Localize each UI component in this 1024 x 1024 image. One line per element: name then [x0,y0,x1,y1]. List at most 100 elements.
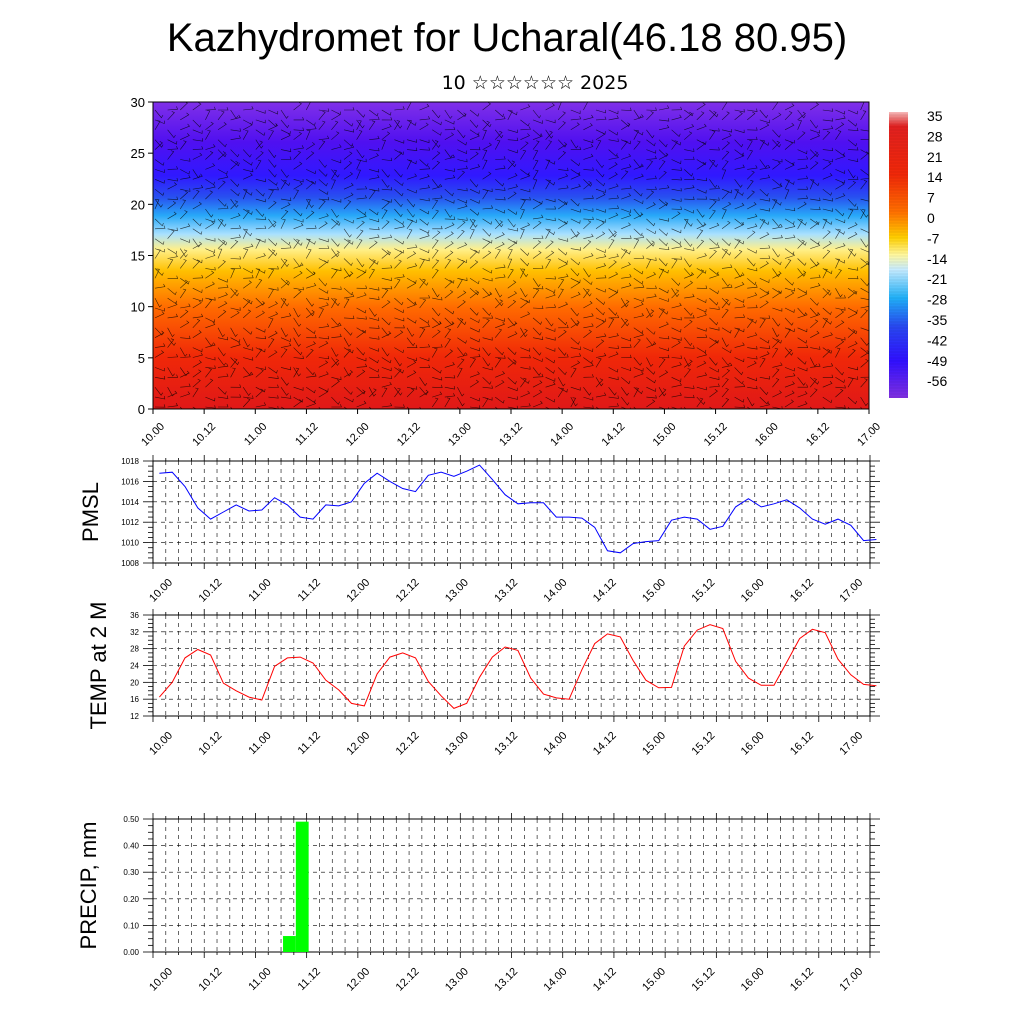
wind-barb [293,399,303,408]
wind-barb [343,200,352,210]
wind-barb [658,347,669,352]
wind-barb [759,219,766,229]
wind-barb [797,238,807,246]
wind-barb [734,303,745,309]
wind-barb [280,210,289,220]
precip-bar [283,936,296,952]
wind-barb [595,307,605,316]
wind-barb [671,377,682,382]
wind-barb [709,244,720,249]
wind-barb [835,388,844,398]
wind-barb [482,377,492,385]
wind-barb [494,297,504,307]
wind-barb [570,367,577,378]
wind-barb [734,222,745,230]
wind-barb [583,300,593,309]
wind-barb [406,188,417,194]
wind-barb [608,172,618,180]
wind-barb [419,298,427,309]
wind-barb [280,259,288,269]
wind-barb [482,142,492,150]
wind-barb [658,124,670,131]
wind-barb [507,359,517,368]
wind-barb [784,179,795,185]
x-tick-label: 12.12 [395,421,423,449]
wind-barb [520,311,531,319]
wind-barb [545,304,557,309]
wind-barb [469,327,480,333]
wind-barb [545,287,556,294]
wind-barb [255,208,265,217]
wind-barb [822,158,833,163]
wind-barb [356,268,367,274]
wind-barb [230,256,242,260]
wind-barb [784,290,795,299]
wind-barb [230,179,240,188]
wind-barb [860,175,869,180]
wind-barb [205,298,213,309]
wind-barb [432,195,443,200]
wind-barb [835,109,846,115]
wind-barb [318,258,329,264]
wind-barb [280,377,289,386]
wind-barb [356,307,367,314]
x-tick-label: 14.12 [591,730,619,758]
wind-barb [167,297,177,305]
wind-barb [419,173,430,180]
wind-barb [532,198,543,205]
wind-barb [608,109,619,115]
wind-barb [394,307,404,314]
wind-barb [772,102,779,111]
wind-barb [684,148,695,152]
wind-barb [457,217,468,221]
wind-barb [633,163,644,170]
wind-barb [331,198,342,203]
wind-barb [381,117,393,121]
wind-barb [230,265,242,269]
wind-barb [520,104,531,111]
wind-barb [621,213,632,220]
wind-barb [507,377,517,385]
wind-barb [318,199,326,210]
wind-barb [167,338,175,348]
wind-barb [709,268,719,276]
x-tick-label: 15.00 [651,421,679,449]
wind-barb [482,291,493,299]
wind-barb [772,199,778,210]
wind-barb [684,319,693,329]
wind-barb [822,249,831,259]
wind-barb [595,378,604,388]
wind-barb [860,102,865,111]
wind-barb [595,116,607,121]
wind-barb [847,396,857,405]
wind-barb [810,197,821,201]
wind-barb [747,248,757,254]
colorbar-label: 0 [927,210,935,226]
wind-barb [243,159,253,166]
wind-barb [356,109,366,118]
wind-barb [583,288,592,297]
wind-barb [167,258,174,269]
wind-barb [230,357,240,366]
wind-barb [457,198,468,204]
wind-barb [507,258,513,269]
wind-barb [658,170,667,180]
wind-barb [784,287,795,292]
wind-barb [154,311,165,319]
wind-barb [469,249,478,259]
x-tick-label: 10.00 [147,577,175,605]
wind-barb [570,218,581,224]
wind-barb [747,377,757,382]
wind-barb [255,348,263,358]
wind-barb [747,230,756,239]
wind-barb [419,248,430,254]
y-axis-label: PRECIP, mm [76,822,101,950]
wind-barb [230,310,240,319]
wind-barb [835,385,846,389]
wind-barb [608,162,618,170]
wind-barb [595,317,606,323]
wind-barb [860,378,868,388]
wind-barb [192,241,203,249]
wind-barb [369,336,380,340]
wind-barb [406,198,416,208]
